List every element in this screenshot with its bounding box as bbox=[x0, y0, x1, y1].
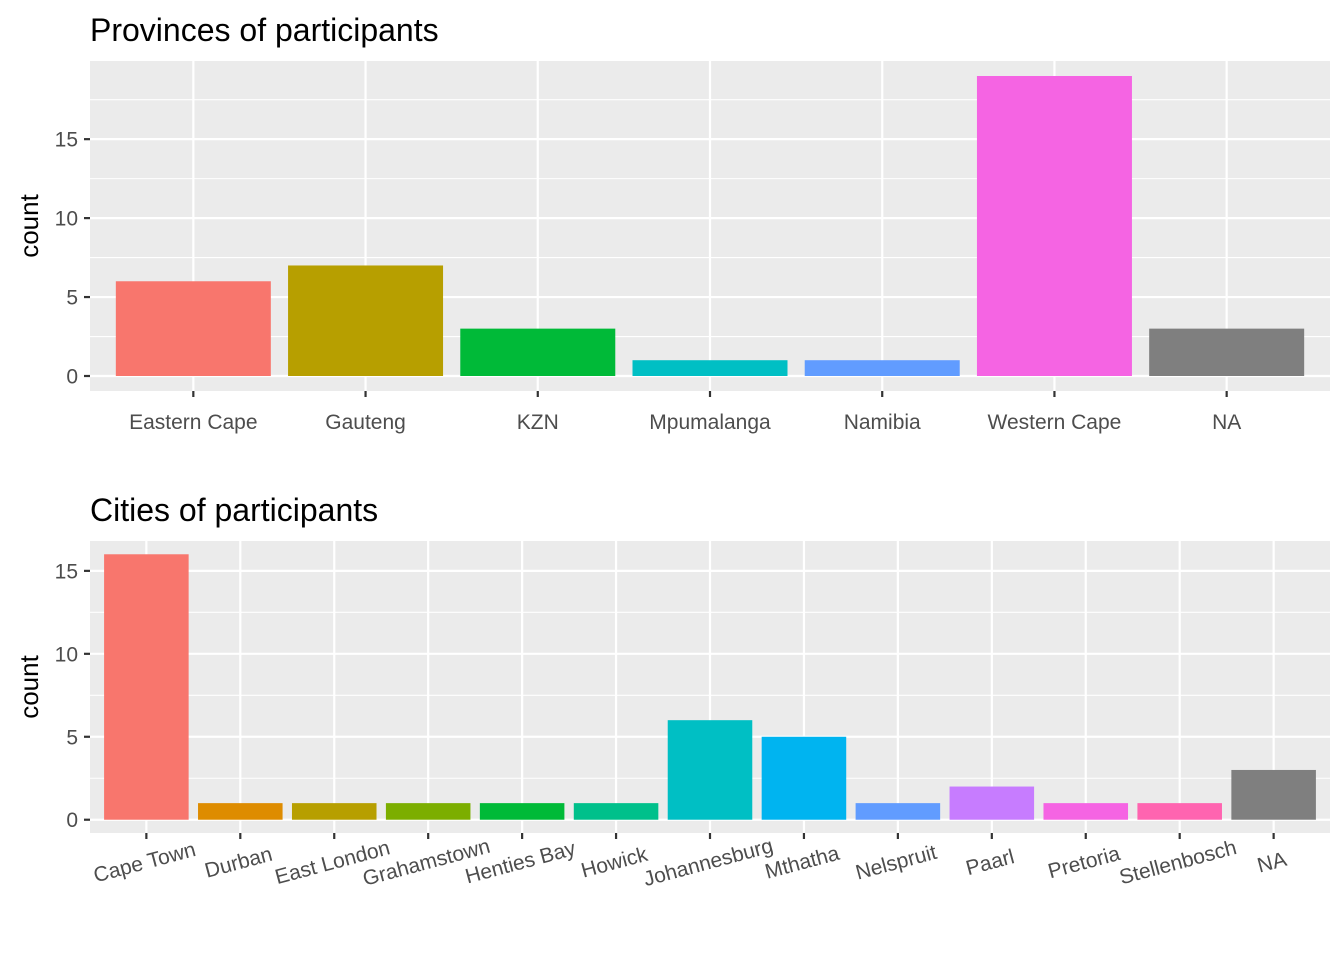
provinces-x-label-mpumalanga: Mpumalanga bbox=[649, 411, 771, 434]
y-tick-label: 15 bbox=[55, 560, 78, 583]
cities-bar-stellenbosch bbox=[1137, 803, 1222, 820]
y-tick-label: 0 bbox=[66, 366, 78, 389]
cities-bar-grahamstown bbox=[385, 803, 471, 820]
provinces-x-label-gauteng: Gauteng bbox=[325, 411, 406, 434]
provinces-x-label-kzn: KZN bbox=[517, 411, 559, 434]
y-tick-label: 0 bbox=[66, 809, 78, 832]
provinces-x-label-eastern-cape: Eastern Cape bbox=[129, 411, 257, 434]
provinces-x-label-western-cape: Western Cape bbox=[988, 411, 1122, 434]
cities-bar-cape-town bbox=[104, 554, 189, 820]
provinces-chart: Provinces of participants count 0 5 10 15 E… bbox=[14, 12, 1330, 434]
cities-bar-johannesburg bbox=[667, 720, 753, 820]
y-tick-label: 5 bbox=[66, 726, 78, 749]
cities-bar-pretoria bbox=[1043, 803, 1129, 820]
provinces-bar-namibia bbox=[804, 360, 960, 376]
y-tick-label: 10 bbox=[55, 643, 78, 666]
cities-bar-henties-bay bbox=[479, 803, 565, 820]
cities-bar-na bbox=[1231, 769, 1316, 820]
provinces-bar-eastern-cape bbox=[115, 281, 271, 376]
provinces-y-axis-title: count bbox=[14, 193, 44, 257]
cities-y-axis-title: count bbox=[14, 654, 44, 718]
cities-bar-mthatha bbox=[761, 736, 847, 820]
cities-bar-nelspruit bbox=[855, 803, 941, 820]
provinces-bar-kzn bbox=[460, 328, 616, 376]
y-tick-label: 5 bbox=[66, 287, 78, 310]
cities-bar-paarl bbox=[949, 786, 1035, 820]
y-tick-label: 15 bbox=[55, 129, 78, 152]
provinces-x-label-namibia: Namibia bbox=[844, 411, 921, 434]
provinces-bars bbox=[115, 76, 1305, 376]
provinces-bar-mpumalanga bbox=[632, 360, 788, 376]
provinces-bar-na bbox=[1149, 328, 1305, 376]
cities-y-axis: 0 5 10 15 bbox=[55, 560, 90, 832]
provinces-bar-western-cape bbox=[976, 76, 1132, 376]
cities-bar-east-london bbox=[291, 803, 377, 820]
provinces-chart-title: Provinces of participants bbox=[90, 12, 439, 48]
provinces-y-axis: 0 5 10 15 bbox=[55, 129, 90, 389]
cities-bar-howick bbox=[573, 803, 659, 820]
provinces-x-label-na: NA bbox=[1212, 411, 1241, 434]
cities-bars bbox=[104, 554, 1316, 820]
provinces-x-axis: Eastern Cape Gauteng KZN Mpumalanga Namibia W… bbox=[129, 391, 1241, 434]
cities-bar-durban bbox=[198, 803, 283, 820]
cities-chart-title: Cities of participants bbox=[90, 492, 378, 528]
provinces-bar-gauteng bbox=[288, 265, 444, 376]
y-tick-label: 10 bbox=[55, 208, 78, 231]
